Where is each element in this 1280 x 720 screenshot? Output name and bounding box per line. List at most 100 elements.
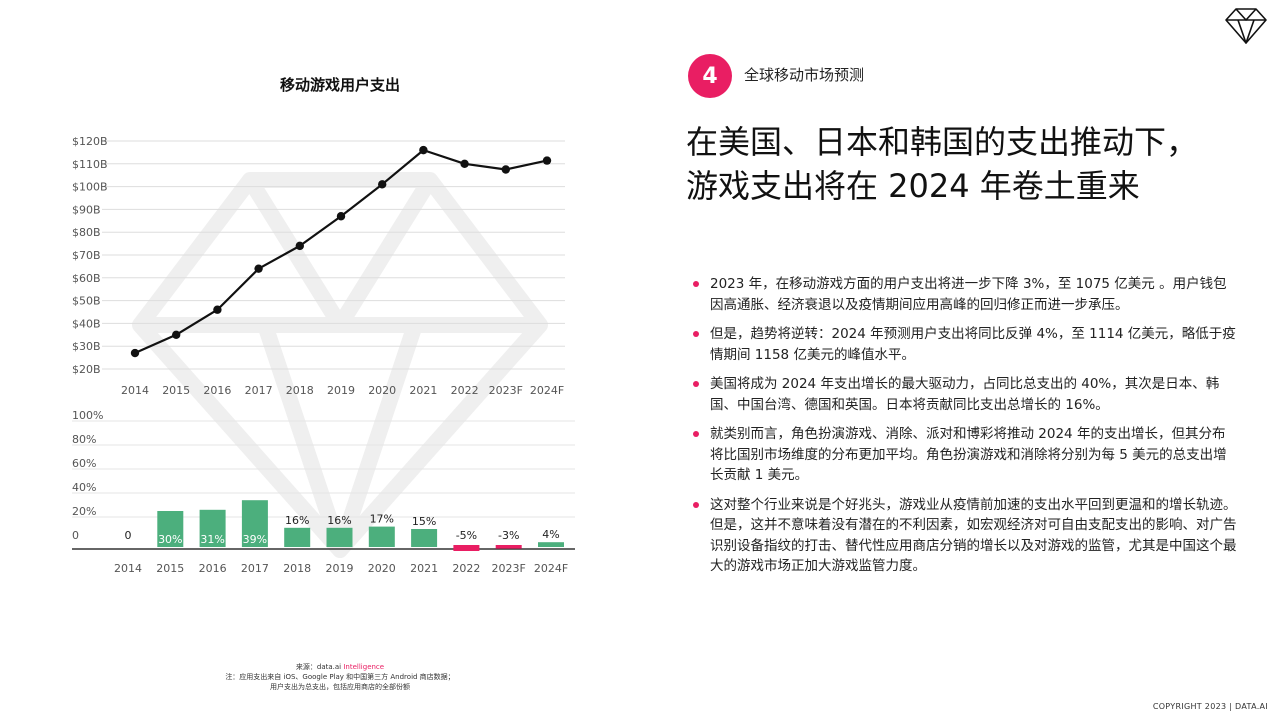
- x-tick-label: 2022: [451, 384, 479, 397]
- x-tick-label: 2019: [327, 384, 355, 397]
- x-tick-label: 2023F: [492, 562, 526, 575]
- bar: [453, 545, 480, 551]
- x-tick-label: 2014: [114, 562, 142, 575]
- x-tick-label: 2021: [409, 384, 437, 397]
- data-point: [336, 212, 346, 221]
- section-number-badge: 4: [688, 54, 732, 98]
- bullet-item: 这对整个行业来说是个好兆头，游戏业从疫情前加速的支出水平回到更温和的增长轨迹。但…: [690, 495, 1238, 577]
- data-point: [378, 180, 387, 189]
- diamond-logo-icon: [1225, 8, 1267, 44]
- data-point: [419, 145, 428, 155]
- headline: 在美国、日本和韩国的支出推动下， 游戏支出将在 2024 年卷土重来: [686, 120, 1246, 208]
- bar: [411, 529, 438, 547]
- bar-data-label: 16%: [327, 514, 351, 527]
- x-tick-label: 2015: [156, 562, 184, 575]
- bar-data-label: 15%: [412, 515, 436, 528]
- y-tick-label: 80%: [72, 433, 96, 446]
- bullet-dot-icon: [693, 281, 699, 287]
- bar-data-label: 30%: [158, 533, 182, 546]
- y-tick-label: $30B: [72, 340, 101, 353]
- x-tick-label: 2024F: [530, 384, 564, 397]
- y-tick-label: $100B: [72, 181, 108, 194]
- y-tick-label: $60B: [72, 272, 101, 285]
- bar: [199, 509, 226, 547]
- bullet-dot-icon: [693, 431, 699, 437]
- bullet-text: 美国将成为 2024 年支出增长的最大驱动力，占同比总支出的 40%，其次是日本…: [710, 376, 1220, 413]
- bar-data-label: 31%: [200, 533, 224, 546]
- y-tick-label: $70B: [72, 249, 101, 262]
- source-brand-highlight: Intelligence: [343, 663, 385, 671]
- bullet-dot-icon: [693, 331, 699, 337]
- y-tick-label: 100%: [72, 409, 103, 422]
- y-tick-label: 40%: [72, 481, 96, 494]
- x-tick-label: 2016: [199, 562, 227, 575]
- x-tick-label: 2017: [241, 562, 269, 575]
- bullet-list: 2023 年，在移动游戏方面的用户支出将进一步下降 3%，至 1075 亿美元 …: [690, 274, 1238, 586]
- bullet-item: 但是，趋势将逆转：2024 年预测用户支出将同比反弹 4%，至 1114 亿美元…: [690, 324, 1238, 365]
- data-point: [254, 264, 263, 273]
- bullet-text: 就类别而言，角色扮演游戏、消除、派对和博彩将推动 2024 年的支出增长，但其分…: [710, 426, 1227, 483]
- y-tick-label: $120B: [72, 135, 108, 148]
- bullet-text: 但是，趋势将逆转：2024 年预测用户支出将同比反弹 4%，至 1114 亿美元…: [710, 326, 1236, 363]
- source-brand: data.ai: [316, 663, 342, 671]
- y-tick-label: $110B: [72, 158, 108, 171]
- data-point: [295, 241, 304, 251]
- source-note-2: 用户支出为总支出，包括应用商店的全部份额: [270, 683, 410, 691]
- source-note-1: 注：应用支出来自 iOS、Google Play 和中国第三方 Android …: [225, 673, 455, 681]
- x-tick-label: 2023F: [489, 384, 523, 397]
- bar: [157, 511, 184, 547]
- bar-data-label: 16%: [285, 514, 309, 527]
- data-point: [501, 165, 510, 174]
- bullet-item: 2023 年，在移动游戏方面的用户支出将进一步下降 3%，至 1075 亿美元 …: [690, 274, 1238, 315]
- x-tick-label: 2017: [245, 384, 273, 397]
- x-tick-label: 2020: [368, 384, 396, 397]
- bar-data-label: 0: [125, 529, 132, 542]
- bar-data-label: -5%: [456, 529, 477, 542]
- series-line: [134, 149, 548, 355]
- source-note: 来源：data.ai Intelligence 注：应用支出来自 iOS、Goo…: [160, 662, 520, 692]
- x-tick-label: 2021: [410, 562, 438, 575]
- bullet-item: 美国将成为 2024 年支出增长的最大驱动力，占同比总支出的 40%，其次是日本…: [690, 374, 1238, 415]
- bullet-dot-icon: [693, 381, 699, 387]
- data-point: [213, 305, 222, 314]
- data-point: [542, 156, 552, 165]
- x-tick-label: 2015: [162, 384, 190, 397]
- bullet-text: 2023 年，在移动游戏方面的用户支出将进一步下降 3%，至 1075 亿美元 …: [710, 276, 1227, 313]
- bullet-item: 就类别而言，角色扮演游戏、消除、派对和博彩将推动 2024 年的支出增长，但其分…: [690, 424, 1238, 486]
- bar: [326, 527, 353, 547]
- y-tick-label: $90B: [72, 203, 101, 216]
- y-tick-label: 60%: [72, 457, 96, 470]
- bar: [284, 527, 311, 547]
- bar: [538, 542, 564, 547]
- y-tick-label: $40B: [72, 317, 101, 330]
- x-tick-label: 2024F: [534, 562, 568, 575]
- x-tick-label: 2020: [368, 562, 396, 575]
- x-tick-label: 2022: [452, 562, 480, 575]
- bar: [495, 545, 522, 549]
- bar-data-label: 39%: [243, 533, 267, 546]
- y-tick-label: 0: [72, 529, 79, 542]
- x-tick-label: 2014: [121, 384, 149, 397]
- bullet-dot-icon: [693, 501, 699, 508]
- chart-title: 移动游戏用户支出: [279, 76, 400, 94]
- x-tick-label: 2018: [286, 384, 314, 397]
- bar-data-label: -3%: [498, 529, 519, 542]
- x-tick-label: 2019: [326, 562, 354, 575]
- data-point: [460, 159, 469, 168]
- y-tick-label: $50B: [72, 295, 101, 308]
- bar-chart: 0 20% 40% 60% 80% 100% 0 30% 31% 39% 16% 16% 17% 15% -…: [72, 409, 575, 575]
- bar: [241, 500, 268, 547]
- section-label: 全球移动市场预测: [744, 66, 865, 84]
- copyright: COPYRIGHT 2023 | DATA.AI: [1152, 702, 1268, 711]
- bar-data-label: 17%: [370, 513, 394, 526]
- bar-data-label: 4%: [542, 528, 559, 541]
- y-tick-label: $20B: [72, 363, 101, 376]
- x-tick-label: 2018: [283, 562, 311, 575]
- bar: [368, 526, 395, 547]
- data-point: [130, 348, 140, 358]
- headline-line-1: 在美国、日本和韩国的支出推动下，: [686, 123, 1199, 161]
- y-tick-label: $80B: [72, 226, 101, 239]
- headline-line-2: 游戏支出将在 2024 年卷土重来: [686, 167, 1140, 205]
- x-tick-label: 2016: [203, 384, 231, 397]
- line-chart: $20B $30B $40B $50B $60B $70B $80B $90B $100B $11…: [72, 135, 565, 397]
